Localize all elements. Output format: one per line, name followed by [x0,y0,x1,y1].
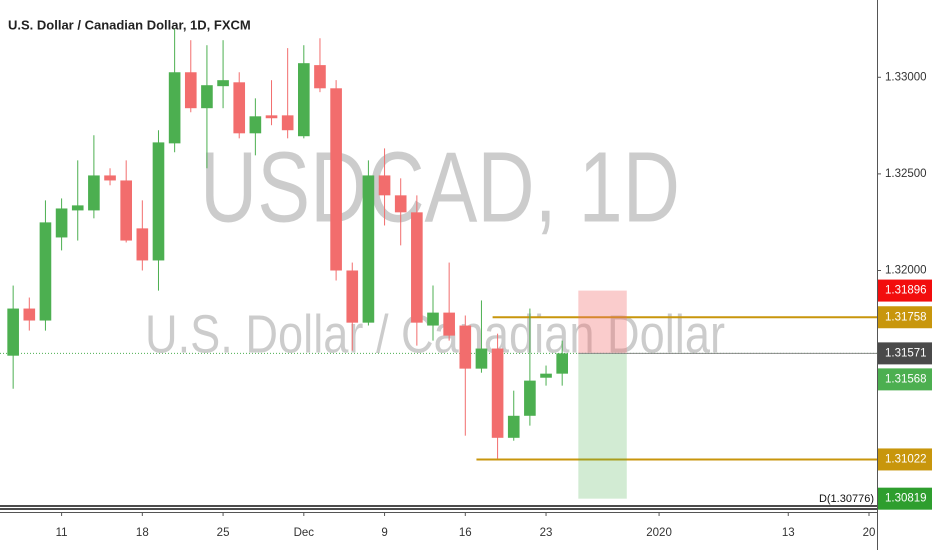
price-tag-label: 1.31758 [885,311,927,323]
candle-body [88,175,100,211]
candle-body [23,308,36,321]
price-tag-label: 1.31568 [885,373,927,385]
price-tag-label: 1.31896 [885,285,927,297]
candle-body [7,308,19,356]
price-tag [878,448,932,471]
candle-body [362,175,375,323]
x-tick-label: 25 [217,527,230,539]
candle-body [427,312,439,326]
candle-body [556,353,568,374]
candle-body [201,85,213,109]
candle-body [136,228,149,261]
candle-body [491,348,504,438]
y-tick-label: 1.32000 [885,265,927,277]
plot-area: USDCAD, 1DU.S. Dollar / Canadian DollarD… [0,28,877,510]
candle-body [104,175,116,181]
candle-body [411,212,423,323]
candle-body [314,65,326,89]
candle-body [475,348,488,369]
position-target-zone [578,353,627,499]
candle-body [330,88,342,271]
x-tick-label: 18 [136,527,149,539]
candle-body [217,80,229,87]
price-tag [878,279,932,302]
price-tag [878,368,932,391]
candle-body [394,195,407,213]
x-tick-label: 13 [782,527,795,539]
x-tick-label: Dec [294,527,315,539]
candle-body [249,116,262,134]
candle-body [55,208,68,238]
candle-body [378,175,391,196]
candle-body [120,180,132,241]
chart-title: U.S. Dollar / Canadian Dollar, 1D, FXCM [8,17,251,32]
candle-body [168,72,181,144]
y-tick-label: 1.32500 [885,168,927,180]
candle-body [184,72,197,109]
price-tag-label: 1.31022 [885,453,927,465]
candle-body [540,373,552,378]
candle-body [39,222,52,321]
x-tick-label: 16 [459,527,472,539]
candle-body [71,205,84,211]
candle-body [524,380,536,416]
candle-body [443,312,455,336]
price-tag [878,342,932,365]
x-tick-label: 20 [863,527,876,539]
price-tag-label: 1.31571 [885,347,927,359]
candle-body [507,415,520,438]
x-tick-label: 9 [381,527,387,539]
candle-body [233,82,246,134]
price-tag [878,487,932,510]
price-tag [878,306,932,329]
time-axis-bg [0,512,877,550]
candle-body [459,325,472,369]
d-line-label: D(1.30776) [819,493,874,505]
y-tick-label: 1.33000 [885,71,927,83]
x-tick-label: 2020 [646,527,672,539]
x-tick-label: 11 [56,527,68,539]
position-stop-zone [578,290,627,354]
candle-body [281,115,294,131]
candle-body [265,115,278,119]
price-tag-label: 1.30819 [885,493,927,505]
candle-body [298,63,310,137]
x-tick-label: 23 [540,527,553,539]
candle-body [346,270,359,323]
candle-body [152,142,165,261]
watermark: USDCAD, 1D [200,131,680,243]
